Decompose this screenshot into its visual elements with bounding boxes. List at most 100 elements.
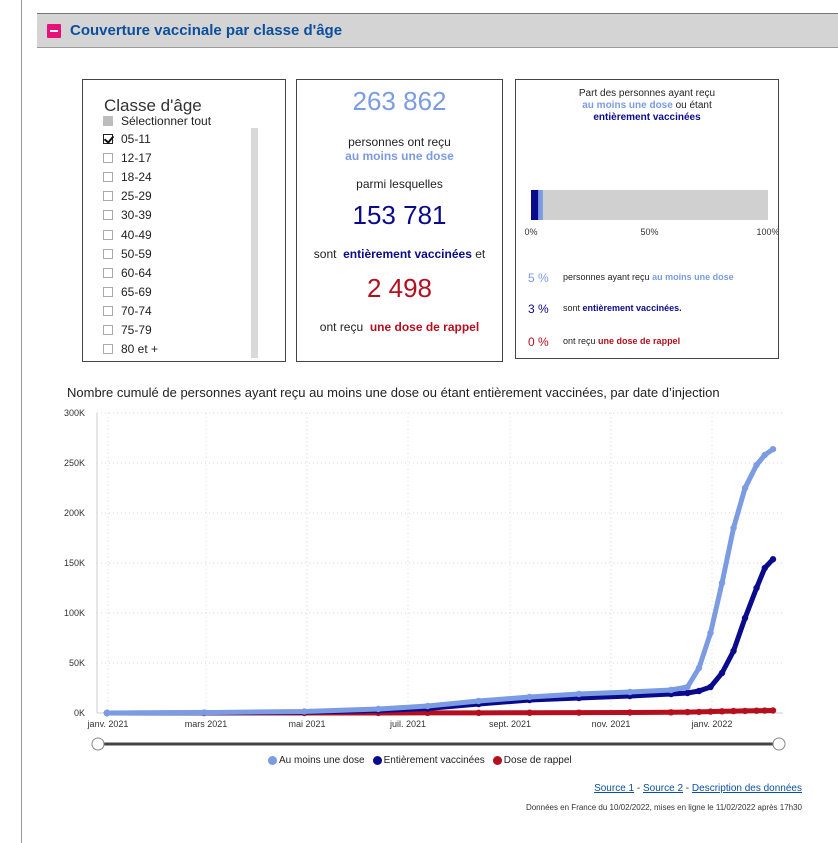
- age-option-label: 65-69: [121, 284, 152, 299]
- series-booster-point: [769, 707, 777, 714]
- share-bar-background: [531, 190, 768, 220]
- series-one-dose-point: [753, 461, 760, 469]
- checkbox[interactable]: [103, 248, 113, 259]
- age-filter-panel: Classe d'âge Sélectionner tout 05-11 12-17…: [82, 79, 286, 362]
- age-option-40-49[interactable]: 40-49: [103, 226, 152, 244]
- share-row-text: sont entièrement vaccinées.: [563, 303, 682, 313]
- series-full: [103, 556, 777, 717]
- series-booster-point: [695, 708, 703, 716]
- series-one-dose-line: [104, 446, 776, 716]
- share-panel: Part des personnes ayant reçu au moins u…: [515, 79, 779, 359]
- chart-legend: Au moins une dose Entièrement vaccinées Do…: [268, 755, 580, 766]
- checkbox[interactable]: [103, 191, 113, 202]
- age-option-label: 30-39: [121, 208, 152, 223]
- age-option-label: 50-59: [121, 246, 152, 261]
- legend-item[interactable]: Entièrement vaccinées: [372, 755, 485, 766]
- x-tick-label: nov. 2021: [592, 719, 631, 729]
- age-option-60-64[interactable]: 60-64: [103, 264, 152, 282]
- checkbox[interactable]: [103, 286, 113, 297]
- series-one-dose-point: [575, 690, 583, 698]
- legend-label: Entièrement vaccinées: [383, 755, 485, 766]
- share-row-text: personnes ayant reçu au moins une dose: [563, 272, 734, 282]
- checkbox[interactable]: [103, 134, 113, 144]
- y-tick-label: 300K: [64, 408, 85, 418]
- age-option-30-39[interactable]: 30-39: [103, 206, 152, 224]
- checkbox[interactable]: [103, 325, 113, 335]
- legend-dot: [492, 756, 502, 765]
- checkbox[interactable]: [103, 172, 113, 183]
- source-2-link[interactable]: Source 2: [643, 783, 684, 794]
- checkbox[interactable]: [103, 116, 113, 126]
- legend-item[interactable]: Dose de rappel: [492, 755, 572, 766]
- series-one-dose-point: [200, 709, 208, 716]
- count-panel: 263 862 personnes ont reçu au moins une …: [296, 79, 503, 362]
- series-booster-point: [718, 708, 726, 715]
- series-full-point: [718, 669, 726, 677]
- age-option-18-24[interactable]: 18-24: [103, 168, 152, 186]
- series-booster-point: [730, 707, 737, 715]
- series-one-dose-point: [718, 579, 726, 587]
- one-dose-emphasis: au moins une dose: [345, 149, 454, 163]
- age-option-50-59[interactable]: 50-59: [103, 245, 152, 263]
- checkbox[interactable]: [103, 229, 113, 240]
- checkbox[interactable]: [103, 344, 113, 355]
- series-one-dose-point: [761, 451, 768, 459]
- y-tick-label: 0K: [74, 708, 85, 718]
- share-bar-full: [531, 190, 539, 220]
- series-one-dose-point: [684, 683, 691, 691]
- series-full-point: [730, 647, 737, 655]
- age-option-label: 25-29: [121, 189, 152, 204]
- age-filter-scrollbar[interactable]: [251, 128, 258, 358]
- series-booster-point: [667, 709, 675, 716]
- series-one-dose-point: [103, 709, 111, 717]
- checkbox[interactable]: [103, 210, 113, 221]
- age-option-70-74[interactable]: 70-74: [103, 302, 152, 320]
- age-option-80-et-[interactable]: 80 et +: [103, 340, 158, 358]
- select-all-checkbox[interactable]: Sélectionner tout: [103, 114, 211, 130]
- date-range-start-handle[interactable]: [91, 737, 105, 751]
- y-tick-label: 50K: [69, 658, 85, 668]
- collapse-button[interactable]: [47, 24, 61, 38]
- booster-count: 2 498: [366, 273, 433, 303]
- series-booster-point: [753, 707, 760, 714]
- series-one-dose: [103, 445, 777, 717]
- checkbox[interactable]: [103, 153, 113, 164]
- x-tick-label: sept. 2021: [489, 719, 531, 729]
- one-dose-count: 263 862: [352, 86, 447, 116]
- legend-item[interactable]: Au moins une dose: [268, 755, 365, 766]
- series-full-point: [761, 564, 768, 572]
- share-row-percent: 0 %: [528, 335, 549, 349]
- legend-label: Dose de rappel: [503, 755, 572, 766]
- age-option-05-11[interactable]: 05-11: [103, 130, 151, 148]
- series-one-dose-point: [741, 484, 749, 492]
- y-tick-label: 250K: [64, 458, 85, 468]
- share-title-line3: entièrement vaccinées: [593, 112, 701, 123]
- age-option-label: 80 et +: [121, 342, 159, 357]
- source-1-link[interactable]: Source 1: [594, 783, 635, 794]
- x-tick-label: janv. 2021: [87, 719, 129, 729]
- date-range-end-handle[interactable]: [772, 737, 786, 751]
- checkbox[interactable]: [103, 267, 113, 278]
- y-tick-label: 100K: [64, 608, 85, 618]
- legend-label: Au moins une dose: [279, 755, 365, 766]
- full-count: 153 781: [352, 200, 447, 230]
- age-option-75-79[interactable]: 75-79: [103, 321, 152, 339]
- cumulative-line-chart: 0K 50K 100K 150K 200K 250K 300K janv. 2021 mars …: [64, 408, 786, 751]
- share-row-text: ont reçu une dose de rappel: [563, 336, 681, 346]
- series-one-dose-point: [301, 708, 308, 715]
- share-bar-chart: 0% 50% 100%: [524, 190, 778, 237]
- series-one-dose-point: [375, 705, 382, 713]
- age-filter-title: Classe d'âge: [104, 96, 202, 115]
- age-option-12-17[interactable]: 12-17: [103, 149, 152, 167]
- age-option-25-29[interactable]: 25-29: [103, 187, 152, 205]
- x-tick-label: mai 2021: [288, 719, 325, 729]
- checkbox[interactable]: [103, 305, 113, 316]
- share-row-percent: 3 %: [528, 302, 549, 316]
- age-option-65-69[interactable]: 65-69: [103, 283, 152, 301]
- one-dose-text: personnes ont reçu: [348, 135, 451, 149]
- share-title-line1: Part des personnes ayant reçu: [578, 88, 716, 99]
- share-bar-tick: 0%: [524, 227, 537, 237]
- series-booster-point: [707, 708, 714, 715]
- data-description-link[interactable]: Description des données: [691, 783, 802, 794]
- age-option-label: 70-74: [121, 303, 152, 318]
